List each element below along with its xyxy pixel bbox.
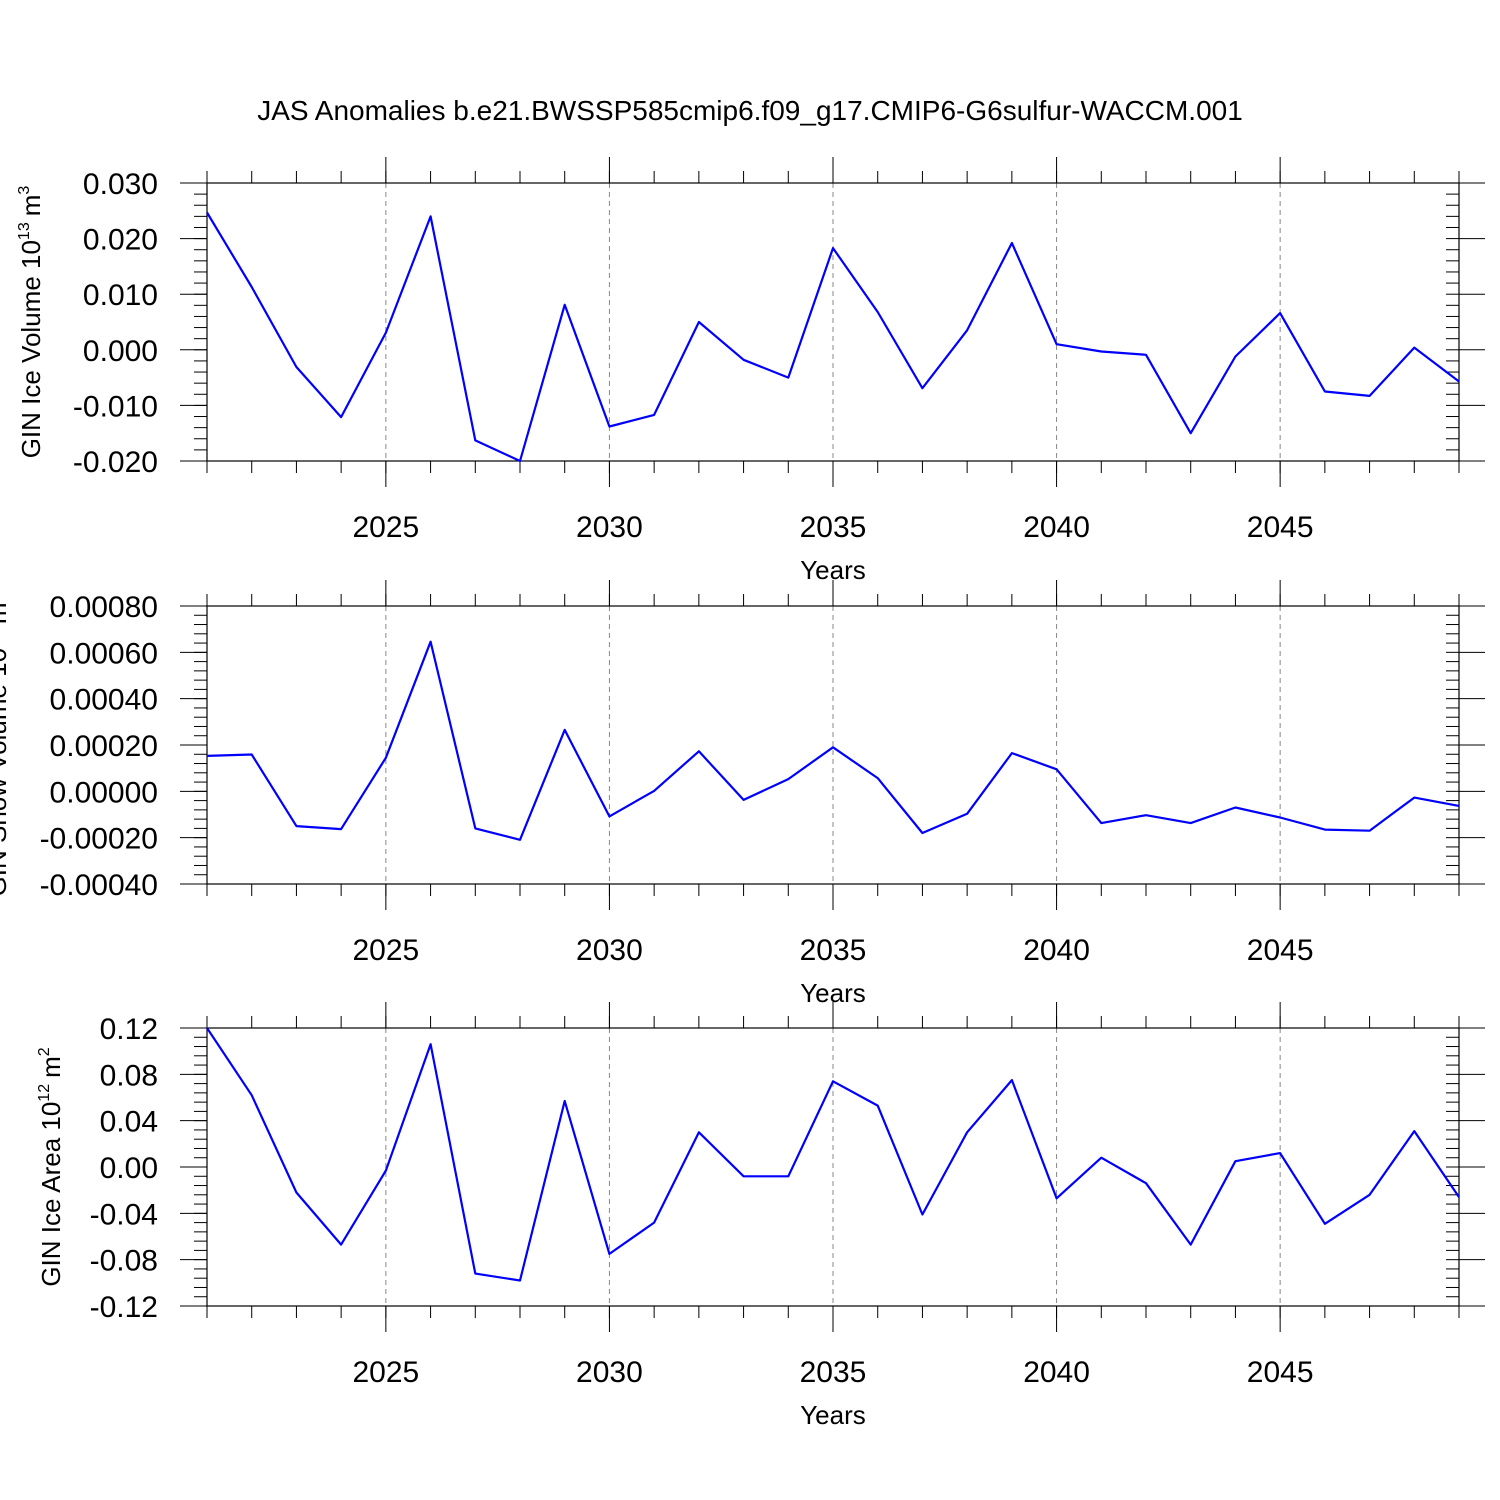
y-tick-label: 0.030: [83, 168, 158, 201]
y-tick-label: 0.00080: [50, 591, 158, 624]
x-tick-label: 2035: [800, 1356, 867, 1389]
y-tick-label: -0.04: [90, 1198, 158, 1231]
x-tick-label: 2045: [1247, 1356, 1314, 1389]
y-tick-label: 0.00040: [50, 684, 158, 717]
y-tick-label: 0.12: [100, 1013, 158, 1046]
y-axis-title-unit: m: [36, 1056, 66, 1078]
y-axis-title-unit: m: [0, 602, 12, 624]
y-tick-label: -0.08: [90, 1245, 158, 1278]
y-tick-label: -0.00040: [40, 869, 158, 902]
x-tick-label: 2030: [576, 934, 643, 967]
panel-2: 2025 2030 2035 2040 2045Years-0.00040-0.0002…: [0, 580, 1485, 1008]
panels: 2025 2030 2035 2040 2045 Years -0.020 -0.010 0.0…: [0, 157, 1485, 1430]
x-tick-label: 2035: [800, 511, 867, 544]
x-axis-title: Years: [800, 1400, 866, 1430]
panel-3: 2025 2030 2035 2040 2045 Years -0.12 -0.08 -0.04…: [36, 1002, 1485, 1430]
y-tick-label: -0.010: [73, 390, 158, 423]
x-tick-label: 2040: [1023, 1356, 1090, 1389]
x-tick-label: 2025: [352, 934, 419, 967]
y-tick-label: 0.00000: [50, 776, 158, 809]
y-tick-label: 0.000: [83, 335, 158, 368]
y-tick-label: 0.04: [100, 1106, 158, 1139]
y-axis-title: GIN Snow Volume 1013m3: [0, 593, 12, 896]
x-tick-label: 2030: [576, 511, 643, 544]
y-tick-label: -0.020: [73, 446, 158, 479]
y-axis-title: GIN Ice Volume 1013 m3: [16, 186, 46, 459]
y-axis-title-exp: 12: [36, 1084, 53, 1102]
x-tick-label: 2045: [1247, 511, 1314, 544]
y-tick-label: -0.00020: [40, 823, 158, 856]
x-tick-label: 2040: [1023, 934, 1090, 967]
y-axis-title-unit-exp: 2: [36, 1047, 53, 1056]
y-axis-title-main: GIN Ice Volume 10: [16, 240, 46, 458]
y-tick-label: 0.08: [100, 1059, 158, 1092]
y-tick-label: 0.00: [100, 1152, 158, 1185]
y-axis-title-unit-exp: 3: [16, 186, 33, 195]
y-tick-label: 0.00020: [50, 730, 158, 763]
y-axis-title-unit: m: [16, 195, 46, 217]
y-tick-label: 0.020: [83, 224, 158, 257]
figure-title: JAS Anomalies b.e21.BWSSP585cmip6.f09_g1…: [257, 95, 1243, 126]
x-tick-label: 2035: [800, 934, 867, 967]
panel-1: 2025 2030 2035 2040 2045Years-0.020-0.0100.0…: [16, 157, 1485, 585]
x-tick-label: 2030: [576, 1356, 643, 1389]
y-axis-title-exp: 13: [16, 222, 33, 240]
y-axis-title-main: GIN Ice Area 10: [36, 1102, 66, 1287]
y-tick-label: -0.12: [90, 1291, 158, 1324]
y-axis-title-main: GIN Snow Volume 10: [0, 648, 12, 897]
x-tick-label: 2040: [1023, 511, 1090, 544]
y-axis-title: GIN Ice Area 1012 m2: [36, 1047, 66, 1286]
y-tick-label: 0.00060: [50, 637, 158, 670]
x-tick-label: 2025: [352, 1356, 419, 1389]
x-tick-label: 2025: [352, 511, 419, 544]
x-tick-label: 2045: [1247, 934, 1314, 967]
y-tick-label: 0.010: [83, 279, 158, 312]
